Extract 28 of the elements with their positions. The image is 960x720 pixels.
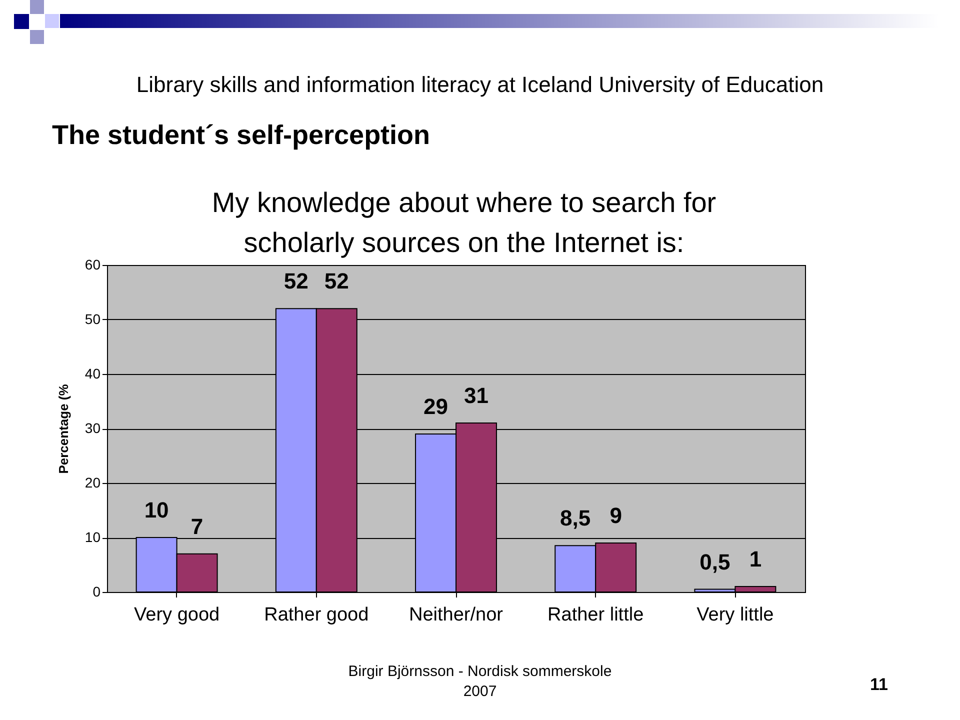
y-tick-label: 50 [84,311,101,327]
data-label: 9 [610,502,622,528]
data-label: 29 [424,394,448,419]
text: 11 [870,675,888,695]
data-label: 52 [324,268,349,294]
y-tick-label: 0 [92,584,101,600]
y-tick-label: 30 [84,420,101,436]
text: Birgir Björnsson - Nordisk sommerskole 2007 [347,662,613,702]
data-label: 0,5 [700,549,730,574]
x-tick-label: Very little [696,604,774,626]
y-tick-label: 10 [84,529,101,545]
y-tick-label: 60 [84,256,101,272]
y-tick-label: 20 [84,474,101,490]
data-label: 10 [144,498,169,522]
chart-title: My knowledge about where to search for scholarly sources on the Internet is: [210,186,718,260]
data-label: 52 [284,268,308,294]
text: Library skills and information literacy at Iceland University of Education [135,72,825,98]
x-tick-label: Rather good [264,604,369,626]
x-tick-label: Neither/nor [409,604,504,626]
data-label: 1 [749,546,762,572]
x-tick-label: Very good [134,604,220,626]
data-label: 7 [190,514,204,539]
y-axis-title: Percentage (% [56,384,71,474]
x-tick-label: Rather little [548,604,644,626]
data-label: 8,5 [560,506,591,531]
chart-subtitle: The student´s self-perception [52,120,430,151]
data-label: 31 [464,383,488,408]
y-tick-label: 40 [84,366,101,382]
